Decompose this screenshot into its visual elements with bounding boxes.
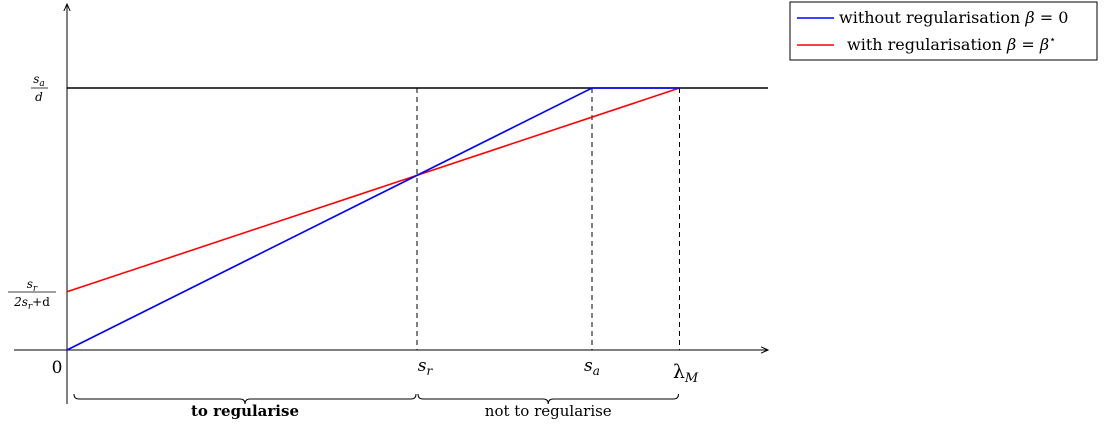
legend: without regularisation β = 0 with regula… xyxy=(789,1,1098,61)
y-tick-top: sa d xyxy=(31,72,48,104)
brace-label-not-to-regularise: not to regularise xyxy=(485,402,612,420)
brace-not-to-regularise xyxy=(417,393,679,405)
legend-label-without-regularisation: without regularisation β = 0 xyxy=(839,8,1068,27)
svg-text:sa: sa xyxy=(33,72,45,89)
brace-to-regularise xyxy=(73,393,417,405)
x-tick-lambda-m: λM xyxy=(673,361,699,386)
y-tick-intercept: sr 2sr+d xyxy=(8,277,56,312)
legend-label-with-regularisation: with regularisation β = β⋆ xyxy=(847,33,1056,54)
svg-text:d: d xyxy=(35,90,43,104)
x-tick-origin: 0 xyxy=(52,358,63,378)
series-line-with-regularisation xyxy=(66,87,680,293)
x-tick-s-a: sa xyxy=(584,356,600,378)
svg-text:2sr+d: 2sr+d xyxy=(13,295,50,312)
brace-label-to-regularise: to regularise xyxy=(191,402,299,420)
svg-text:sr: sr xyxy=(27,277,38,294)
x-tick-s-r: sr xyxy=(418,356,434,378)
series-line-without-regularisation xyxy=(66,87,680,351)
